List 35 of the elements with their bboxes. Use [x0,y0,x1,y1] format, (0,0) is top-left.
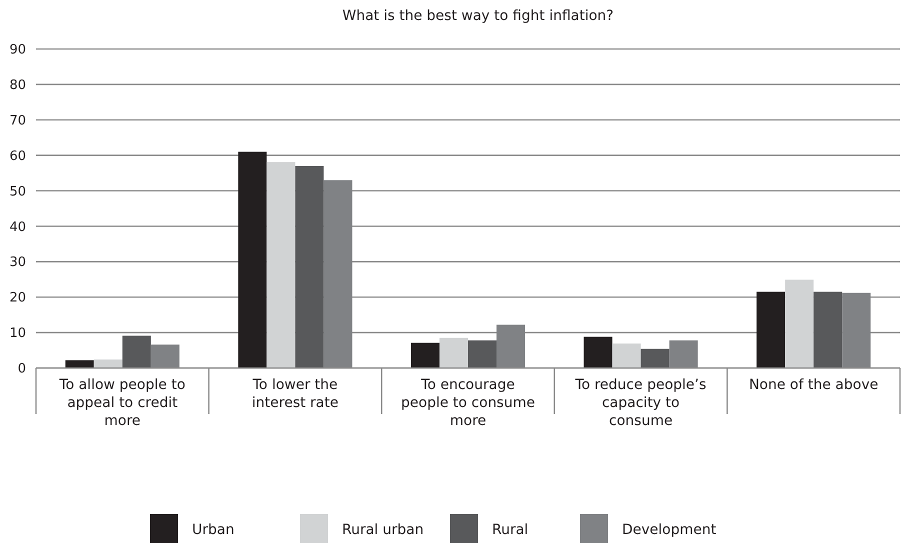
legend-label: Development [622,522,717,538]
y-tick-label: 50 [9,184,26,200]
bar [266,162,296,368]
y-tick-label: 0 [18,362,26,377]
y-tick-label: 70 [9,113,26,128]
bar [410,342,440,368]
x-tick-label: To reduce people’s capacity to consume [574,377,706,429]
bar [295,166,324,368]
bar [584,336,612,368]
legend-label: Rural [492,522,528,538]
bar [65,360,94,368]
bar [756,292,786,368]
x-tick-label: None of the above [748,377,878,393]
chart-title: What is the best way to fight inflation? [342,8,614,24]
y-tick-label: 60 [9,148,26,164]
y-tick-label: 40 [9,220,26,235]
y-tick-label: 10 [9,326,26,342]
x-tick-label: To lower the interest rate [252,377,339,411]
y-tick-label: 20 [9,290,26,306]
bar [468,340,497,368]
bar [122,336,151,368]
legend-label: Urban [192,522,234,538]
bar [439,338,468,368]
bar [612,344,641,368]
y-tick-label: 80 [9,78,26,93]
x-tick-label: To allow people to appeal to credit more [58,377,186,429]
y-tick-label: 30 [9,255,26,270]
legend-label: Rural urban [342,522,424,538]
bar [785,280,814,368]
bar [238,152,267,368]
y-tick-label: 90 [9,42,26,58]
bar [640,348,670,368]
x-tick-label: To encourage people to consume more [401,377,535,429]
bar [94,359,122,368]
bar [814,292,842,368]
